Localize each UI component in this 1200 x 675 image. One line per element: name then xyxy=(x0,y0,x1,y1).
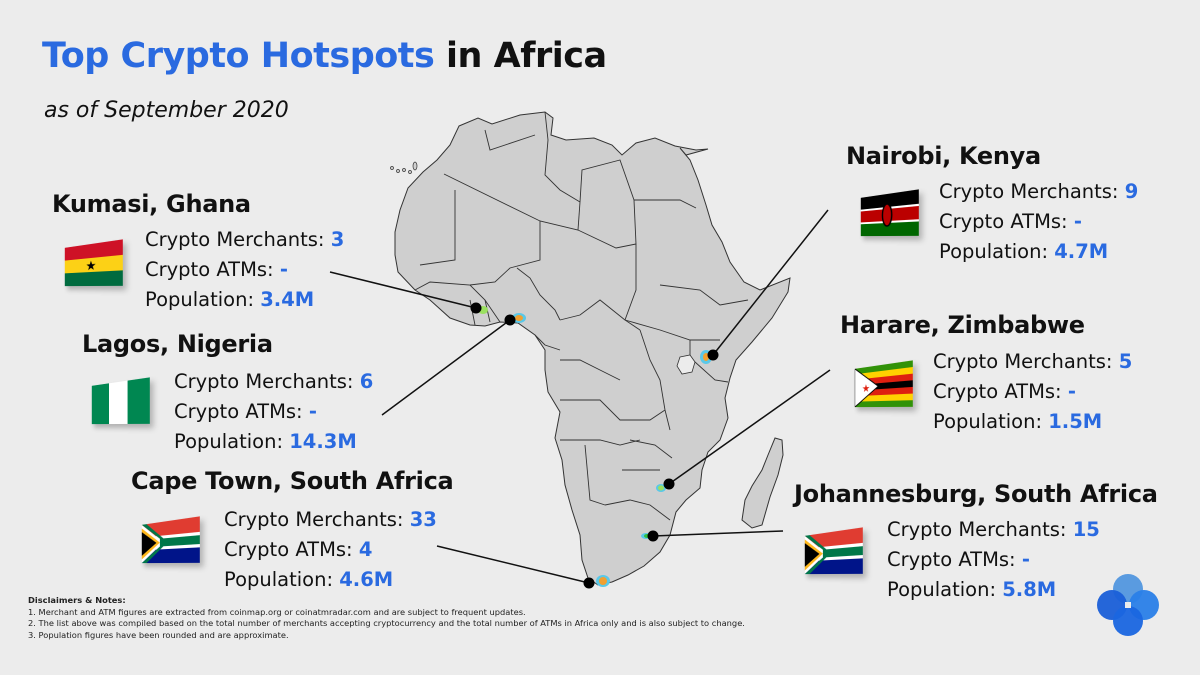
city-name: Harare, Zimbabwe xyxy=(840,311,1085,339)
disclaimers-heading: Disclaimers & Notes: xyxy=(28,595,126,605)
population-value: 1.5M xyxy=(1048,410,1103,433)
disclaimers: Disclaimers & Notes: 1. Merchant and ATM… xyxy=(28,595,745,641)
city-card-harare: Harare, Zimbabwe ★ Crypto Merchants: 5 C… xyxy=(840,311,1132,433)
city-stats: Crypto Merchants: 3 Crypto ATMs: - Popul… xyxy=(145,228,345,311)
ghana-flag-icon: ★ xyxy=(64,239,123,287)
atms-value: - xyxy=(1073,210,1082,233)
merchants-value: 15 xyxy=(1072,518,1100,541)
africa-continent xyxy=(394,111,791,586)
atms-value: 4 xyxy=(358,538,373,561)
leader-lines xyxy=(329,209,831,584)
note-item: 3. Population figures have been rounded … xyxy=(28,629,289,640)
atms-value: - xyxy=(308,400,317,423)
title-accent: Top Crypto Hotspots xyxy=(42,36,435,76)
madagascar xyxy=(741,437,784,529)
merchants-value: 9 xyxy=(1124,180,1139,203)
city-card-kumasi: Kumasi, Ghana ★ Crypto Merchants: 3 Cryp… xyxy=(52,190,344,311)
city-stats: Crypto Merchants: 15 Crypto ATMs: - Popu… xyxy=(887,518,1100,601)
note-item: 2. The list above was compiled based on … xyxy=(28,618,745,628)
population-value: 5.8M xyxy=(1002,578,1057,601)
city-stats: Crypto Merchants: 5 Crypto ATMs: - Popul… xyxy=(933,350,1133,433)
country-borders xyxy=(414,111,749,521)
city-stats: Crypto Merchants: 9 Crypto ATMs: - Popul… xyxy=(939,180,1139,263)
atms-value: - xyxy=(1067,380,1076,403)
city-card-nairobi: Nairobi, Kenya Crypto Merchants: 9 Crypt… xyxy=(846,142,1138,263)
page-subtitle: as of September 2020 xyxy=(44,98,289,123)
merchants-value: 3 xyxy=(330,228,345,251)
page-title: Top Crypto Hotspots in Africa xyxy=(42,36,607,76)
nigeria-flag-icon xyxy=(91,377,150,425)
title-rest: in Africa xyxy=(434,36,607,76)
city-name: Nairobi, Kenya xyxy=(846,142,1041,170)
zimbabwe-flag-icon: ★ xyxy=(854,360,913,408)
population-value: 4.7M xyxy=(1054,240,1109,263)
south-africa-flag-icon xyxy=(804,527,863,575)
city-name: Kumasi, Ghana xyxy=(52,190,251,218)
city-name: Cape Town, South Africa xyxy=(131,467,454,495)
location-markers xyxy=(470,302,719,589)
city-card-lagos: Lagos, Nigeria Crypto Merchants: 6 Crypt… xyxy=(82,330,373,453)
okex-logo-icon xyxy=(1097,574,1159,636)
population-value: 14.3M xyxy=(289,430,357,453)
population-value: 4.6M xyxy=(339,568,394,591)
city-card-cape-town: Cape Town, South Africa Crypto Merchants… xyxy=(131,467,454,591)
canary-islands xyxy=(390,161,418,174)
population-value: 3.4M xyxy=(260,288,315,311)
merchants-value: 5 xyxy=(1118,350,1133,373)
atms-value: - xyxy=(1021,548,1030,571)
svg-text:★: ★ xyxy=(862,383,870,395)
city-name: Johannesburg, South Africa xyxy=(794,480,1158,508)
city-stats: Crypto Merchants: 6 Crypto ATMs: - Popul… xyxy=(174,370,374,453)
city-name: Lagos, Nigeria xyxy=(82,330,273,358)
svg-text:★: ★ xyxy=(86,258,97,274)
kenya-flag-icon xyxy=(860,189,919,237)
merchants-value: 6 xyxy=(359,370,374,393)
merchants-value: 33 xyxy=(409,508,437,531)
note-item: 1. Merchant and ATM figures are extracte… xyxy=(28,606,526,617)
atms-value: - xyxy=(279,258,288,281)
city-card-johannesburg: Johannesburg, South Africa Crypto Mercha… xyxy=(794,480,1158,601)
city-stats: Crypto Merchants: 33 Crypto ATMs: 4 Popu… xyxy=(224,508,437,591)
south-africa-flag-icon xyxy=(141,516,200,564)
